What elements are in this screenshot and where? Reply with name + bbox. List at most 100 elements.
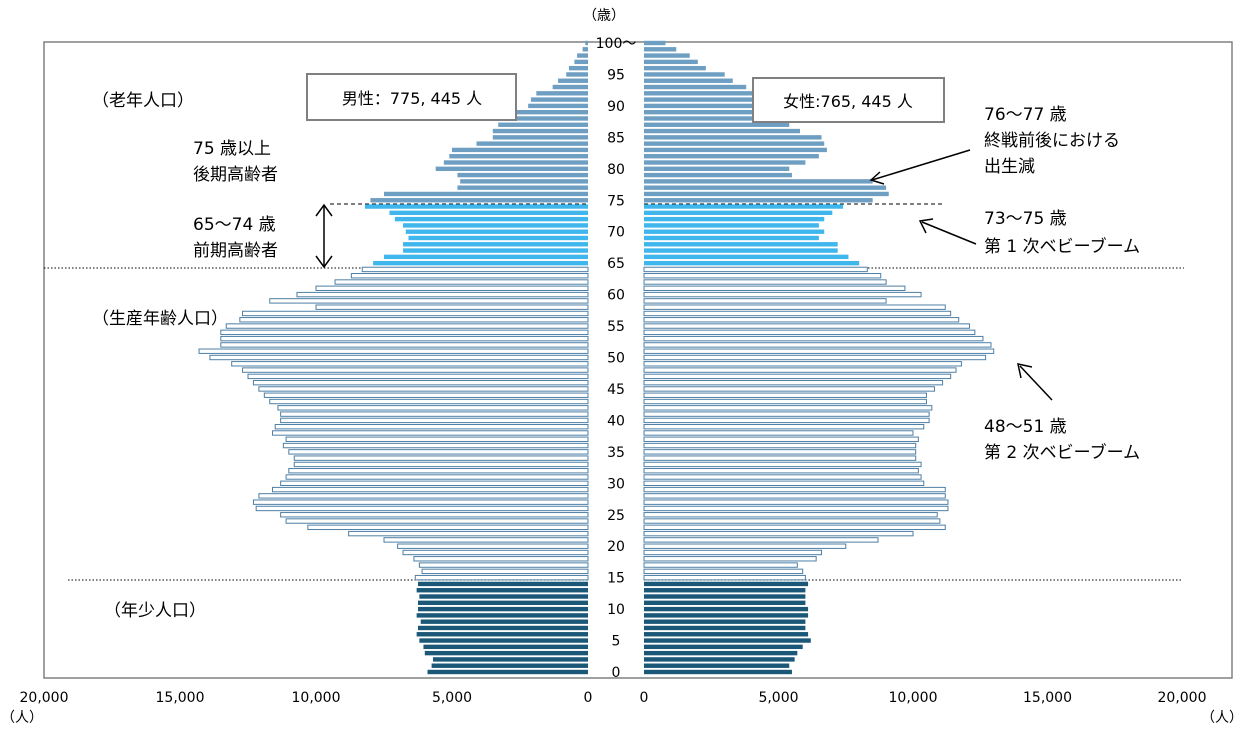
male-bar-age-61 — [315, 285, 589, 292]
female-bar-age-30 — [643, 480, 925, 487]
male-bar-age-65 — [373, 260, 588, 266]
female-bar-age-8 — [644, 619, 806, 624]
female-bar-age-21 — [643, 537, 879, 543]
female-bar-age-80 — [644, 166, 790, 171]
age-tick-label: 10 — [607, 602, 625, 618]
male-bar-age-97 — [574, 59, 588, 65]
female-bar-age-52 — [643, 342, 992, 348]
male-bar-age-46 — [252, 379, 589, 386]
male-bar-age-34 — [293, 455, 589, 461]
age-tick-label: 70 — [607, 225, 625, 241]
age-tick-label: 15 — [607, 571, 625, 587]
female-bar-age-10 — [644, 606, 809, 612]
female-bar-age-95 — [644, 72, 725, 77]
female-bar-age-91 — [644, 97, 771, 102]
male-bar-age-71 — [403, 223, 588, 228]
age-tick-label: 20 — [607, 539, 625, 555]
female-bar-age-97 — [644, 59, 698, 65]
male-bar-age-23 — [307, 524, 589, 531]
female-bar-age-38 — [643, 430, 914, 436]
female-bar-age-47 — [643, 373, 952, 380]
male-bar-age-77 — [457, 185, 588, 190]
male-bar-age-33 — [293, 461, 589, 468]
female-total-label: 女性:765, 445 人 — [783, 92, 913, 111]
female-bar-age-51 — [643, 348, 995, 354]
age-tick-label: 60 — [607, 288, 625, 304]
male-bar-age-80 — [435, 166, 588, 171]
x-unit-label-left: （人） — [1, 710, 43, 726]
male-bar-age-67 — [403, 248, 588, 253]
latter-elderly-label-2: 後期高齢者 — [193, 165, 278, 185]
second-baby-boom-label-1: 48〜51 歳 — [984, 417, 1067, 437]
male-bar-age-94 — [558, 78, 588, 83]
male-bar-age-1 — [431, 663, 588, 668]
male-bar-age-2 — [432, 657, 588, 662]
female-bar-age-19 — [643, 549, 823, 556]
male-bar-age-43 — [269, 398, 589, 405]
female-bar-age-60 — [643, 291, 922, 298]
male-bar-age-19 — [402, 549, 589, 556]
war-births-label-2: 終戦前後における — [984, 131, 1120, 151]
male-bar-age-5 — [419, 638, 588, 643]
female-bar-age-34 — [643, 455, 917, 461]
female-bar-age-63 — [643, 273, 882, 279]
female-bar-age-23 — [643, 524, 946, 531]
male-bar-age-26 — [255, 505, 589, 512]
female-bar-age-24 — [643, 518, 941, 524]
male-bar-age-15 — [414, 574, 589, 581]
female-bar-age-18 — [643, 556, 817, 562]
male-bar-age-44 — [263, 392, 589, 398]
female-bar-age-5 — [644, 638, 811, 643]
female-bar-age-62 — [643, 279, 887, 285]
female-bar-age-92 — [644, 91, 760, 96]
female-bar-age-3 — [644, 650, 798, 656]
male-bar-age-54 — [220, 329, 589, 336]
male-total-label: 男性：775, 445 人 — [342, 89, 482, 108]
male-bar-age-75 — [370, 198, 588, 203]
male-total-box — [306, 73, 517, 121]
age-tick-label: 90 — [607, 99, 625, 115]
x-axis: 20,000 15,000 10,000 5,000 0 0 5,000 10,000 15,0… — [20, 690, 1207, 706]
female-bar-age-14 — [644, 581, 809, 587]
age-tick-label: 55 — [607, 319, 625, 335]
male-bar-age-50 — [209, 354, 589, 361]
female-bar-age-32 — [643, 468, 919, 474]
female-bar-age-26 — [643, 505, 949, 512]
age-tick-label: 50 — [607, 351, 625, 367]
male-bar-age-90 — [528, 103, 588, 109]
male-bar-age-93 — [552, 84, 588, 90]
x-tick-label-right: 0 — [640, 690, 649, 706]
male-bar-age-79 — [457, 172, 588, 178]
age-tick-label: 75 — [607, 193, 625, 209]
male-bar-age-92 — [536, 91, 588, 96]
male-bar-age-59 — [269, 298, 589, 304]
male-bar-age-81 — [443, 160, 588, 165]
male-bar-age-48 — [242, 367, 589, 373]
female-bar-age-81 — [644, 160, 806, 165]
female-bar-age-86 — [644, 128, 801, 134]
age-tick-label: 95 — [607, 67, 625, 83]
female-bar-age-0 — [644, 669, 792, 675]
female-bar-age-78 — [644, 179, 873, 184]
female-bar-age-100 — [644, 40, 666, 46]
female-bar-age-83 — [644, 147, 827, 153]
female-bar-age-40 — [643, 417, 930, 424]
age-tick-label: 25 — [607, 508, 625, 524]
female-bar-age-94 — [644, 78, 733, 83]
female-bar-age-15 — [643, 574, 806, 581]
male-bar-age-85 — [492, 135, 588, 140]
male-bar-age-57 — [242, 310, 589, 317]
female-bar-age-29 — [643, 486, 946, 493]
male-bar-age-69 — [408, 235, 588, 241]
male-bar-age-78 — [460, 179, 588, 184]
former-elderly-label-2: 前期高齢者 — [193, 241, 278, 261]
male-bar-age-87 — [498, 122, 588, 127]
female-bar-age-16 — [643, 568, 804, 575]
female-bar-age-12 — [644, 594, 806, 599]
male-bar-age-47 — [247, 373, 589, 380]
age-tick-label: 65 — [607, 256, 625, 272]
first-baby-boom-label-1: 73〜75 歳 — [984, 209, 1067, 229]
female-bar-age-93 — [644, 84, 747, 90]
plot-frame — [43, 41, 1233, 679]
